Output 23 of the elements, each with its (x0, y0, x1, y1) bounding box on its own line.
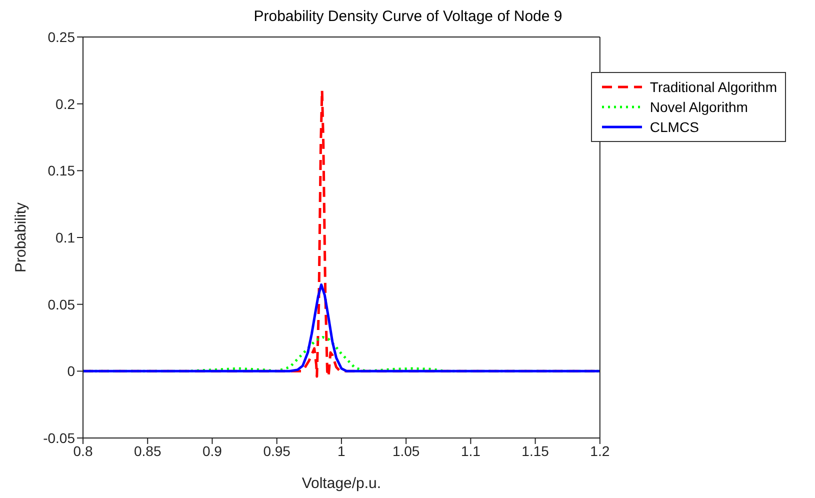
x-tick-label: 0.8 (73, 442, 93, 459)
x-tick-label: 1.1 (460, 442, 481, 459)
x-axis-title: Voltage/p.u. (302, 475, 382, 492)
y-tick-label: 0.15 (48, 162, 76, 179)
legend-label: Novel Algorithm (650, 99, 748, 115)
x-tick-label: 0.9 (202, 442, 222, 459)
x-tick-label: 1.05 (392, 442, 420, 459)
x-tick-label: 1.2 (590, 442, 610, 459)
y-tick-label: -0.05 (43, 430, 76, 446)
x-tick-label: 0.95 (263, 442, 291, 459)
legend-label: CLMCS (650, 119, 699, 135)
y-tick-label: 0.2 (56, 96, 76, 112)
x-tick-label: 0.85 (134, 442, 162, 459)
y-tick-label: 0 (67, 363, 76, 380)
y-tick-label: 0.25 (48, 28, 76, 45)
x-tick-label: 1.15 (522, 442, 550, 459)
y-tick-label: 0.05 (48, 296, 76, 312)
y-tick-label: 0.1 (56, 229, 76, 246)
chart-title: Probability Density Curve of Voltage of Node 9 (252, 8, 564, 27)
y-axis-title: Probability (12, 202, 30, 273)
legend-label: Traditional Algorithm (650, 79, 777, 95)
line-series (83, 283, 600, 372)
x-tick-label: 1 (338, 442, 346, 459)
